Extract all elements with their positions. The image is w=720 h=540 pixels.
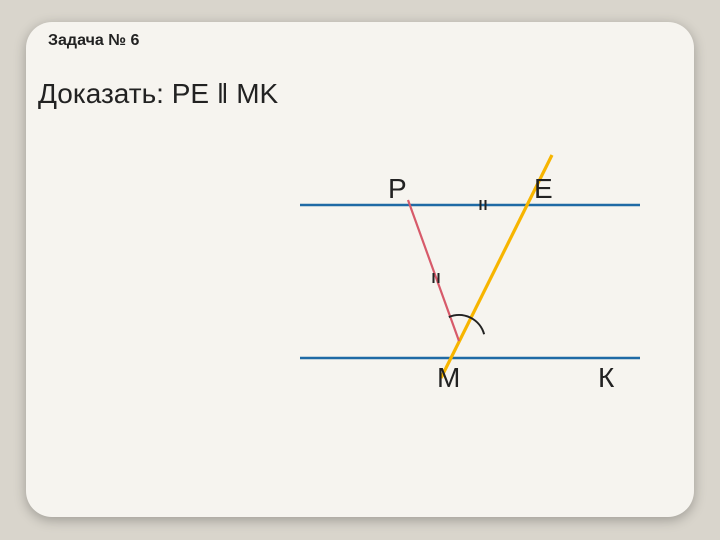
- label-E: E: [534, 173, 553, 205]
- segment-PM-red: [408, 200, 459, 341]
- label-M: M: [437, 362, 460, 394]
- geometry-figure: [0, 0, 720, 540]
- label-P: P: [388, 173, 407, 205]
- label-K: К: [598, 362, 614, 394]
- slide-stage: Задача № 6 Доказать: PE ǁ MK P E M К: [0, 0, 720, 540]
